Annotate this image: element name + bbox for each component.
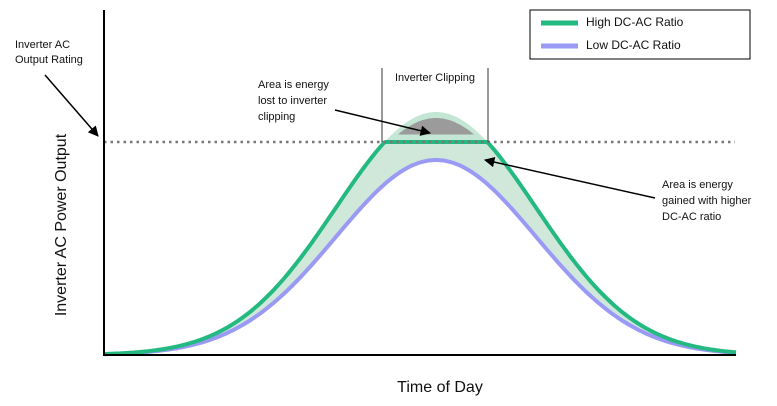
legend-label: Low DC-AC Ratio	[586, 38, 681, 52]
annotation: Area is energy	[258, 79, 329, 91]
annotation: lost to inverter	[258, 95, 327, 107]
arrow	[483, 156, 656, 199]
gain-area	[104, 142, 736, 355]
annotation: Area is energy	[662, 179, 733, 191]
annotation: DC-AC ratio	[662, 211, 721, 223]
arrow	[334, 109, 432, 136]
legend-label: High DC-AC Ratio	[586, 15, 684, 29]
high-ratio-curve	[104, 140, 737, 356]
legend	[529, 9, 751, 60]
low-ratio-curve	[104, 158, 737, 357]
annotation: gained with higher	[662, 195, 752, 207]
arrow	[44, 74, 99, 137]
annotation: Output Rating	[15, 54, 83, 66]
annotation: Inverter AC	[15, 39, 70, 51]
clipping-label: Inverter Clipping	[395, 72, 475, 84]
x-axis-label: Time of Day	[397, 379, 483, 396]
annotation: clipping	[258, 111, 295, 123]
y-axis-label: Inverter AC Power Output	[53, 133, 70, 316]
